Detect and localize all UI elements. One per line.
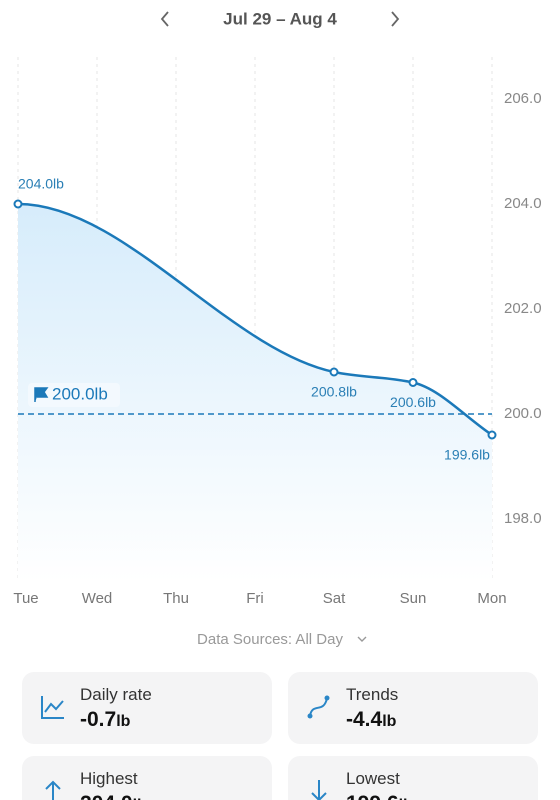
stat-label: Trends [346,685,399,704]
x-tick-label: Sun [400,590,427,607]
value-label: 199.6lb [444,447,490,463]
icon [45,780,61,800]
y-tick-label: 198.0 [504,510,542,527]
date-range: Jul 29 – Aug 4 [223,9,337,28]
value-label: 204.0lb [18,176,64,192]
icon [41,696,64,719]
x-tick-label: Fri [246,590,264,607]
point [408,378,418,387]
dropdown-icon[interactable] [357,636,367,642]
stat-unit: lb [382,713,397,730]
stat-card: Daily rate -0.7lb [22,672,272,744]
x-tick-label: Wed [82,590,113,607]
data-source[interactable]: Data Sources: All Day [197,631,343,648]
x-tick-label: Tue [13,590,38,607]
y-tick-label: 206.0 [504,90,542,107]
stat-card: Highest 204.0lb [22,756,272,800]
point [329,367,339,377]
value-label: 200.6lb [390,394,436,410]
stat-unit: lb [116,713,131,730]
stat-card: Lowest 199.6lb [288,756,538,800]
stat-label: Daily rate [80,685,152,704]
prev-week[interactable] [160,11,169,27]
stat-card: Trends -4.4lb [288,672,538,744]
stat-value: 204.0 [80,792,133,800]
flag-icon [34,387,49,402]
stat-unit: lb [133,797,147,800]
icon [311,780,327,800]
point [13,199,23,209]
area [18,204,492,582]
stat-value: -0.7 [80,708,117,731]
stat-label: Highest [80,769,138,788]
y-tick-label: 202.0 [504,300,542,317]
icon [307,695,330,719]
stat-unit: lb [399,797,413,800]
y-tick-label: 200.0 [504,405,542,422]
goal-badge [28,383,120,407]
stat-value: 199.6 [346,792,399,800]
stat-label: Lowest [346,769,400,788]
chart: Jul 29 – Aug 4 Data Sources: All Day Tue… [13,9,542,648]
x-tick-label: Thu [163,590,189,607]
stat-value: -4.4 [346,708,383,731]
point [487,430,497,440]
x-tick-label: Mon [477,590,506,607]
x-tick-label: Sat [323,590,346,607]
value-label: 200.8lb [311,384,357,400]
next-week[interactable] [391,11,400,27]
y-tick-label: 204.0 [504,195,542,212]
goal-label: 200.0lb [52,384,108,403]
